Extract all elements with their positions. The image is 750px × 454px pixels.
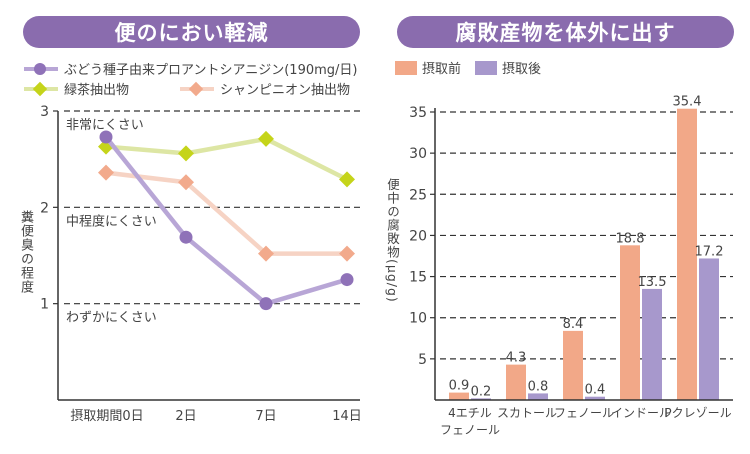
bar-after: [471, 398, 491, 400]
bar-after: [699, 258, 719, 400]
y-tick-labels: 5 10 15 20 25 30 35: [409, 105, 427, 368]
y-axis-label: 糞便臭の程度: [18, 210, 33, 294]
data-label: 13.5: [638, 275, 667, 290]
legend-label: シャンピニオン抽出物: [220, 83, 351, 98]
x-tick-label: スカトール: [497, 406, 557, 420]
data-point: [258, 245, 274, 262]
data-point: [98, 164, 114, 181]
data-labels: 0.9 0.2 4.30.8 8.4 0.4 18.8 13.5 35.4 17.2: [449, 95, 724, 400]
legend-item-after: 摂取後: [475, 58, 541, 77]
data-label: 4.3: [506, 351, 527, 366]
series-line: [104, 135, 348, 306]
data-point: [339, 171, 355, 188]
series-green-tea: [98, 130, 355, 188]
x-tick-labels: 摂取期間0日 2日 7日 14日: [70, 408, 361, 424]
bar-before: [677, 108, 697, 401]
data-label: 0.2: [471, 384, 492, 399]
y-axis-label: 便中の腐敗物(μg/g): [385, 178, 400, 303]
data-label: 35.4: [673, 95, 702, 110]
data-point: [340, 273, 354, 287]
diamond-marker-icon: [180, 81, 214, 96]
y-tick-label: 2: [40, 200, 49, 216]
bar-before: [506, 364, 526, 400]
data-point: [178, 145, 194, 162]
data-point: [178, 174, 194, 191]
bar-before: [563, 330, 583, 400]
x-tick-label: 7日: [255, 409, 276, 424]
putrefactive-products-panel: 腐敗産物を体外に出す 摂取前 摂取後 便中の腐敗物(μg/g) 5 10 15 20 2…: [375, 0, 750, 454]
data-label: 0.4: [585, 383, 606, 398]
bar-after: [585, 396, 605, 400]
x-tick-label: 2日: [175, 409, 196, 424]
diamond-marker-icon: [24, 81, 58, 96]
y-tick-labels: 1 2 3: [40, 104, 49, 313]
x-tick-label: 摂取期間0日: [70, 408, 143, 424]
data-label: 18.8: [616, 231, 645, 246]
before-swatch-icon: [395, 60, 417, 75]
data-point: [179, 230, 193, 244]
legend-item-champignon: シャンピニオン抽出物: [180, 79, 350, 98]
bars: [449, 108, 719, 401]
x-tick-label: インドール: [611, 406, 671, 420]
series: [98, 130, 355, 311]
data-label: 0.9: [449, 379, 470, 394]
x-tick-label: フェノール: [440, 423, 500, 437]
y-tick-label: 20: [409, 228, 427, 244]
legend-label: ぶどう種子由来プロアントシアニジン(190mg/日): [64, 63, 358, 78]
axes: [430, 108, 733, 401]
legend-label: 摂取後: [502, 62, 542, 77]
bar-before: [620, 245, 640, 400]
level-annotation: わずかにくさい: [66, 311, 157, 326]
level-annotation: 中程度にくさい: [66, 213, 157, 229]
level-annotation: 非常にくさい: [66, 118, 144, 133]
data-point: [258, 130, 274, 147]
series-line: [105, 136, 349, 182]
y-tick-label: 5: [418, 352, 427, 368]
x-tick-label: 4エチル: [448, 406, 492, 420]
legend-item-green-tea: 緑茶抽出物: [24, 79, 129, 98]
putrefactive-chart-title: 腐敗産物を体外に出す: [397, 16, 734, 48]
series-line: [105, 170, 347, 256]
y-tick-label: 35: [409, 105, 427, 121]
x-tick-label: Pクレゾール: [664, 406, 731, 420]
bar-after: [528, 393, 548, 400]
after-swatch-icon: [475, 60, 497, 75]
series-champignon: [98, 164, 355, 262]
data-label: 8.4: [563, 317, 584, 332]
data-point: [99, 130, 113, 144]
y-tick-label: 3: [40, 104, 49, 120]
data-point: [259, 297, 273, 311]
circle-marker-icon: [24, 62, 58, 75]
data-label: 17.2: [695, 244, 724, 259]
data-label: 0.8: [528, 379, 549, 394]
x-tick-label: 14日: [332, 409, 362, 424]
legend-label: 摂取前: [422, 62, 462, 77]
legend-label: 緑茶抽出物: [64, 83, 130, 98]
odor-chart-title: 便のにおい軽減: [23, 16, 360, 48]
axes: [53, 110, 360, 401]
legend-item-before: 摂取前: [395, 58, 461, 77]
y-tick-label: 25: [409, 187, 427, 203]
bar-after: [642, 288, 662, 400]
bar-before: [449, 392, 469, 400]
y-tick-label: 10: [409, 311, 427, 327]
y-tick-label: 30: [409, 146, 427, 162]
data-point: [339, 245, 355, 262]
legend-item-grape-seed: ぶどう種子由来プロアントシアニジン(190mg/日): [24, 59, 357, 78]
series-grape-seed: [99, 130, 354, 311]
odor-reduction-panel: 便のにおい軽減 ぶどう種子由来プロアントシアニジン(190mg/日) 緑茶抽出物…: [18, 16, 362, 424]
y-tick-label: 15: [409, 270, 427, 286]
y-tick-label: 1: [40, 297, 49, 313]
x-tick-label: フェノール: [554, 406, 614, 420]
